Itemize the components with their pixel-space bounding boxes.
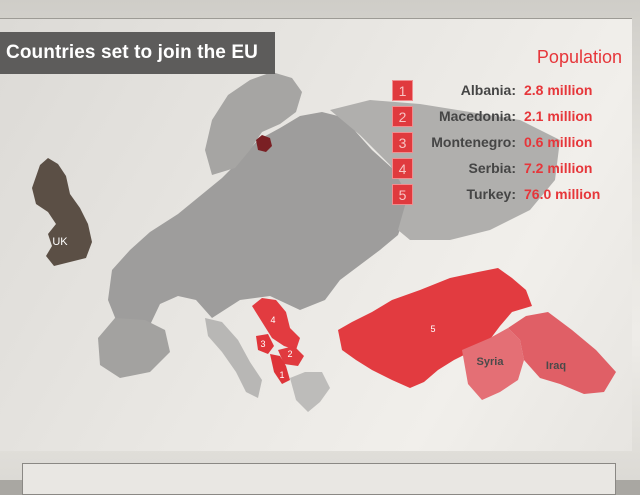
page-title: Countries set to join the EU <box>6 42 258 63</box>
baltic-marker <box>256 135 272 152</box>
legend-country: Montenegro: <box>431 134 516 150</box>
legend-row-macedonia: 2 Macedonia: 2.1 million <box>392 106 614 128</box>
italy <box>205 318 262 398</box>
turkey-region[interactable] <box>338 268 532 388</box>
legend-population: 2.8 million <box>524 82 593 98</box>
title-bar <box>0 32 275 74</box>
turkey-map-number: 5 <box>430 324 435 334</box>
legend-row-albania: 1 Albania: 2.8 million <box>392 80 614 102</box>
scandinavia <box>205 72 302 175</box>
iberia <box>98 318 170 378</box>
legend-number: 3 <box>392 132 413 153</box>
greece <box>290 372 330 412</box>
albania-region[interactable] <box>270 354 290 384</box>
legend-country: Turkey: <box>466 186 516 202</box>
legend-population: 0.6 million <box>524 134 593 150</box>
legend-number: 5 <box>392 184 413 205</box>
legend-population: 76.0 million <box>524 186 601 202</box>
russia <box>330 100 560 240</box>
legend-number: 1 <box>392 80 413 101</box>
syria-region <box>462 328 524 400</box>
montenegro-map-number: 3 <box>260 339 265 349</box>
albania-map-number: 1 <box>279 370 284 380</box>
montenegro-region[interactable] <box>256 334 274 354</box>
macedonia-map-number: 2 <box>287 349 292 359</box>
legend-row-serbia: 4 Serbia: 7.2 million <box>392 158 614 180</box>
next-article-box <box>22 463 616 495</box>
legend-row-montenegro: 3 Montenegro: 0.6 million <box>392 132 614 154</box>
serbia-region[interactable] <box>252 298 300 350</box>
legend-population: 7.2 million <box>524 160 593 176</box>
europe-map: UK 4 3 2 1 5 Syria Iraq <box>32 72 616 412</box>
legend-number: 2 <box>392 106 413 127</box>
mainland-europe <box>108 112 410 345</box>
legend-country: Serbia: <box>468 160 516 176</box>
serbia-map-number: 4 <box>270 315 275 325</box>
legend-row-turkey: 5 Turkey: 76.0 million <box>392 184 614 206</box>
uk-region <box>32 158 92 266</box>
iraq-region <box>508 312 616 394</box>
population-heading: Population <box>536 47 622 67</box>
legend-country: Macedonia: <box>438 108 516 124</box>
iraq-label: Iraq <box>546 360 566 372</box>
macedonia-region[interactable] <box>278 346 304 366</box>
legend-population: 2.1 million <box>524 108 593 124</box>
legend-number: 4 <box>392 158 413 179</box>
uk-label: UK <box>52 236 68 248</box>
legend-country: Albania: <box>460 82 516 98</box>
syria-label: Syria <box>477 356 505 368</box>
